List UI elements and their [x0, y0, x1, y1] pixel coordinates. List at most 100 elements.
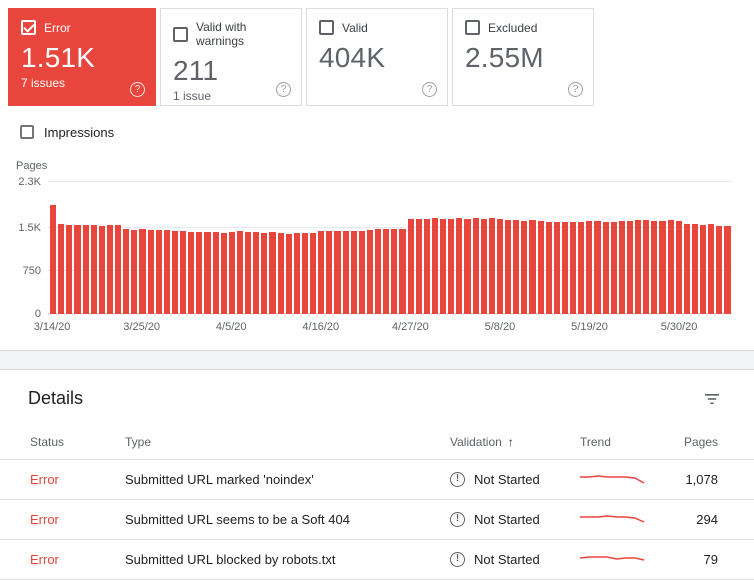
chart-bar[interactable]: [708, 224, 715, 314]
chart-bar[interactable]: [667, 220, 674, 314]
chart-bar[interactable]: [155, 229, 162, 314]
column-trend[interactable]: Trend: [580, 435, 611, 449]
chart-bar[interactable]: [553, 221, 560, 314]
chart-bar[interactable]: [683, 224, 690, 314]
impressions-toggle[interactable]: Impressions: [20, 122, 746, 142]
chart-bar[interactable]: [131, 229, 138, 314]
chart-bar[interactable]: [391, 228, 398, 314]
card-checkbox[interactable]: [173, 26, 188, 42]
chart-bar[interactable]: [488, 218, 495, 314]
summary-card-valid-with-warnings[interactable]: Valid with warnings 211 1 issue ?: [160, 8, 302, 106]
column-pages[interactable]: Pages: [683, 435, 718, 449]
chart-bar[interactable]: [399, 228, 406, 314]
chart-bar[interactable]: [293, 232, 300, 314]
column-status[interactable]: Status: [30, 435, 65, 449]
chart-bar[interactable]: [700, 224, 707, 314]
chart-bar[interactable]: [106, 224, 113, 314]
chart-bar[interactable]: [464, 218, 471, 314]
chart-bar[interactable]: [163, 230, 170, 314]
chart-bar[interactable]: [383, 229, 390, 314]
chart-bar[interactable]: [350, 231, 357, 314]
chart-bar[interactable]: [578, 222, 585, 314]
chart-bar[interactable]: [675, 220, 682, 314]
chart-bar[interactable]: [285, 233, 292, 314]
chart-bar[interactable]: [220, 232, 227, 314]
chart-bar[interactable]: [334, 231, 341, 314]
chart-bar[interactable]: [375, 229, 382, 314]
chart-bar[interactable]: [115, 225, 122, 314]
chart-bar[interactable]: [472, 218, 479, 314]
chart-bar[interactable]: [651, 221, 658, 314]
chart-bar[interactable]: [180, 231, 187, 314]
chart-bar[interactable]: [407, 219, 414, 314]
help-icon[interactable]: ?: [276, 82, 291, 97]
chart-bar[interactable]: [691, 223, 698, 314]
chart-bar[interactable]: [98, 225, 105, 314]
card-checkbox[interactable]: [465, 20, 480, 35]
chart-bar[interactable]: [58, 224, 65, 314]
chart-bar[interactable]: [245, 232, 252, 314]
chart-bar[interactable]: [659, 221, 666, 314]
chart-bar[interactable]: [594, 221, 601, 314]
chart-bar[interactable]: [716, 225, 723, 314]
chart-bar[interactable]: [253, 231, 260, 314]
chart-bar[interactable]: [456, 218, 463, 314]
chart-bar[interactable]: [277, 233, 284, 314]
table-row[interactable]: Error Submitted URL marked 'noindex' ! N…: [0, 460, 754, 500]
chart-bar[interactable]: [204, 232, 211, 314]
chart-bar[interactable]: [626, 221, 633, 314]
chart-bar[interactable]: [310, 233, 317, 314]
summary-card-excluded[interactable]: Excluded 2.55M ?: [452, 8, 594, 106]
summary-card-valid[interactable]: Valid 404K ?: [306, 8, 448, 106]
chart-bar[interactable]: [537, 220, 544, 314]
chart-bar[interactable]: [561, 221, 568, 314]
chart-bar[interactable]: [139, 229, 146, 314]
chart-bar[interactable]: [586, 221, 593, 314]
chart-bar[interactable]: [505, 219, 512, 314]
column-type[interactable]: Type: [125, 435, 152, 449]
chart-bar[interactable]: [415, 218, 422, 314]
help-icon[interactable]: ?: [130, 82, 145, 97]
chart-bar[interactable]: [171, 231, 178, 314]
chart-bar[interactable]: [196, 231, 203, 314]
chart-bar[interactable]: [724, 226, 731, 314]
chart-bar[interactable]: [188, 231, 195, 314]
chart-bar[interactable]: [74, 224, 81, 314]
chart-bar[interactable]: [90, 225, 97, 314]
card-checkbox[interactable]: [319, 20, 334, 35]
chart-bar[interactable]: [570, 222, 577, 314]
chart-bar[interactable]: [448, 218, 455, 314]
chart-bar[interactable]: [269, 231, 276, 314]
chart-bar[interactable]: [635, 220, 642, 314]
chart-bar[interactable]: [50, 204, 57, 314]
chart-bar[interactable]: [236, 231, 243, 314]
chart-bar[interactable]: [618, 221, 625, 314]
filter-icon[interactable]: [702, 390, 722, 408]
chart-bar[interactable]: [147, 229, 154, 314]
chart-bar[interactable]: [212, 231, 219, 314]
chart-bar[interactable]: [301, 233, 308, 314]
chart-bar[interactable]: [529, 220, 536, 314]
chart-bar[interactable]: [440, 219, 447, 314]
chart-bar[interactable]: [496, 219, 503, 314]
chart-bar[interactable]: [261, 232, 268, 314]
column-validation[interactable]: Validation ↑: [450, 435, 580, 449]
summary-card-error[interactable]: Error 1.51K 7 issues ?: [8, 8, 156, 106]
table-row[interactable]: Error Submitted URL seems to be a Soft 4…: [0, 500, 754, 540]
chart-bar[interactable]: [643, 219, 650, 314]
chart-bar[interactable]: [228, 231, 235, 314]
chart-bar[interactable]: [82, 225, 89, 314]
chart-bar[interactable]: [480, 219, 487, 314]
chart-bar[interactable]: [66, 225, 73, 314]
chart-bar[interactable]: [326, 230, 333, 314]
chart-bar[interactable]: [431, 218, 438, 314]
chart-bar[interactable]: [366, 229, 373, 314]
chart-bar[interactable]: [545, 222, 552, 314]
help-icon[interactable]: ?: [568, 82, 583, 97]
chart-bar[interactable]: [358, 230, 365, 314]
chart-bar[interactable]: [513, 220, 520, 314]
chart-bar[interactable]: [521, 221, 528, 314]
chart-bar[interactable]: [423, 219, 430, 314]
impressions-checkbox[interactable]: [20, 125, 34, 139]
chart-bar[interactable]: [342, 230, 349, 314]
